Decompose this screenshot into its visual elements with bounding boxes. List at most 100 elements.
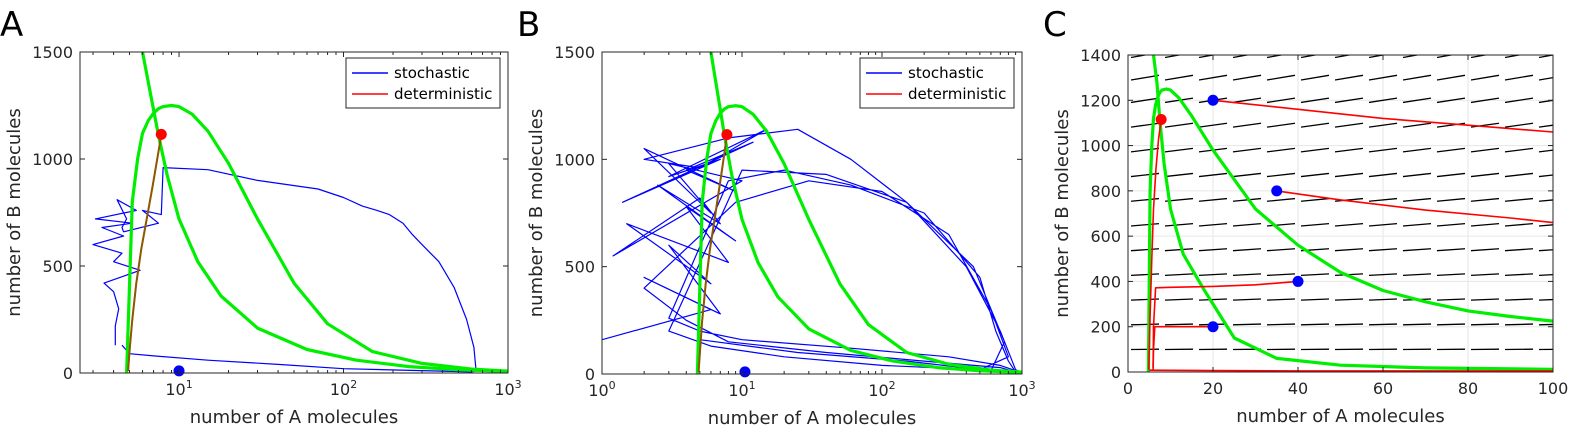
vector-field-arrow xyxy=(1232,323,1262,326)
vector-field-arrow xyxy=(1198,248,1228,252)
y-tick-label: 1200 xyxy=(1080,91,1121,110)
x-tick-label: 102 xyxy=(868,379,895,400)
vector-field-arrow xyxy=(1470,223,1500,227)
y-tick-label: 1500 xyxy=(554,43,595,62)
vector-field-arrow xyxy=(1232,97,1262,104)
vector-field-arrow xyxy=(1130,248,1160,252)
series-line-A-nullcline xyxy=(1151,55,1553,371)
vector-field-arrow xyxy=(1470,172,1500,178)
x-tick-label: 101 xyxy=(728,379,755,400)
y-tick-label: 0 xyxy=(585,365,595,384)
vector-field-arrow xyxy=(1504,197,1534,202)
vector-field-arrow xyxy=(1232,55,1251,59)
x-tick-base: 10 xyxy=(165,380,185,399)
y-tick-label: 500 xyxy=(42,257,73,276)
vector-field-arrow xyxy=(1436,55,1455,59)
vector-field-arrow xyxy=(1538,99,1553,104)
vector-field-arrow xyxy=(1402,55,1421,59)
vector-field-arrow xyxy=(1334,147,1364,153)
series-line-B-nullcline xyxy=(695,104,1022,374)
vector-field-arrow xyxy=(1504,172,1534,178)
vector-field-arrow xyxy=(1164,122,1194,128)
vector-field-arrow xyxy=(1164,273,1194,277)
vector-field-arrow xyxy=(1504,273,1534,277)
vector-field-arrow xyxy=(1164,55,1183,59)
vector-field-arrow xyxy=(1266,97,1296,104)
vector-field-arrow xyxy=(1334,298,1364,301)
x-tick-exponent: 1 xyxy=(749,379,756,392)
panel-label: A xyxy=(0,5,23,45)
y-axis-label: number of B molecules xyxy=(526,109,547,318)
x-tick-base: 10 xyxy=(588,381,608,400)
vector-field-arrow xyxy=(1402,147,1432,153)
marker-blue xyxy=(1207,94,1219,106)
marker-red xyxy=(1155,114,1167,126)
vector-field-arrow xyxy=(1470,147,1500,153)
vector-field-arrow xyxy=(1130,223,1160,227)
vector-field-arrow xyxy=(1436,97,1466,104)
marker-red xyxy=(155,128,167,140)
vector-field-arrow xyxy=(1334,172,1364,178)
vector-field-arrow xyxy=(1368,248,1398,252)
vector-field-arrow xyxy=(1436,248,1466,252)
vector-field-arrow xyxy=(1538,149,1553,153)
vector-field-arrow xyxy=(1164,248,1194,252)
vector-field-arrow xyxy=(1266,55,1285,59)
x-axis-label: number of A molecules xyxy=(190,407,398,428)
vector-field-arrow xyxy=(1198,223,1228,227)
vector-field-arrow xyxy=(1504,122,1534,128)
vector-field-arrow xyxy=(1436,298,1466,301)
vector-field-arrow xyxy=(1436,74,1466,81)
vector-field-arrow xyxy=(1232,122,1262,128)
vector-field-arrow xyxy=(1334,97,1364,104)
vector-field-arrow xyxy=(1504,74,1534,81)
legend-entry-stochastic: stochastic xyxy=(394,64,470,82)
vector-field-arrow xyxy=(1504,147,1534,153)
vector-field-arrow xyxy=(1130,172,1160,178)
x-tick-label: 60 xyxy=(1373,379,1393,398)
vector-field-arrow xyxy=(1436,323,1466,326)
vector-field-arrow xyxy=(1300,147,1330,153)
vector-field-arrow xyxy=(1504,248,1534,252)
vector-field-arrow xyxy=(1470,74,1500,81)
x-tick-label: 102 xyxy=(330,378,357,399)
vector-field-arrow xyxy=(1266,273,1296,277)
vector-field-arrow xyxy=(1368,147,1398,153)
y-tick-label: 0 xyxy=(1111,363,1121,382)
vector-field-arrow xyxy=(1232,147,1262,153)
x-tick-exponent: 1 xyxy=(186,378,193,391)
vector-field-arrow xyxy=(1130,74,1160,81)
legend-entry-deterministic: deterministic xyxy=(394,85,492,103)
vector-field-arrow xyxy=(1538,199,1553,202)
vector-field-arrow xyxy=(1504,97,1534,104)
x-tick-exponent: 0 xyxy=(609,379,616,392)
panel-label: C xyxy=(1043,5,1067,45)
y-tick-label: 200 xyxy=(1090,318,1121,337)
vector-field-arrow xyxy=(1266,298,1296,301)
series-line-deterministic-5 xyxy=(1148,119,1162,370)
vector-field-arrow xyxy=(1368,55,1387,59)
vector-field-arrow xyxy=(1436,273,1466,277)
vector-field-arrow xyxy=(1538,249,1553,252)
vector-field-arrow xyxy=(1300,323,1330,326)
x-tick-label: 100 xyxy=(588,379,615,400)
series-line-deterministic-4 xyxy=(1152,325,1213,370)
y-tick-label: 0 xyxy=(63,364,73,383)
series-line-stochastic xyxy=(92,167,477,373)
legend: stochastic deterministic xyxy=(859,57,1015,109)
y-tick-label: 1400 xyxy=(1080,46,1121,65)
vector-field-arrow xyxy=(1538,273,1553,277)
vector-field-arrow xyxy=(1130,55,1149,59)
x-tick-label: 101 xyxy=(165,378,192,399)
panel-label: B xyxy=(517,5,540,45)
x-tick-label: 103 xyxy=(494,378,521,399)
vector-field-arrow xyxy=(1334,74,1364,81)
vector-field-arrow xyxy=(1164,323,1194,326)
vector-field-arrow xyxy=(1504,55,1523,59)
vector-field-arrow xyxy=(1402,223,1432,227)
vector-field-arrow xyxy=(1402,97,1432,104)
y-tick-label: 1500 xyxy=(32,43,73,62)
vector-field-arrow xyxy=(1232,172,1262,178)
vector-field-arrow xyxy=(1334,122,1364,128)
